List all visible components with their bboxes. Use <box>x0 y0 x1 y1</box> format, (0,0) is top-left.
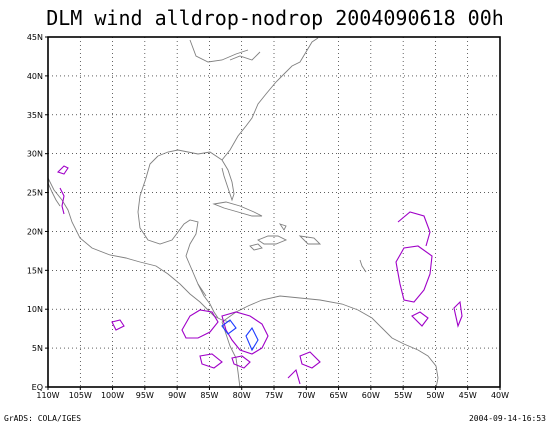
contour-magenta-5 <box>221 311 269 355</box>
lon-tick-label: 70W <box>297 391 315 400</box>
coast-hispaniola <box>257 235 288 245</box>
contour-magenta-12 <box>411 311 429 327</box>
contour-magenta-4 <box>181 309 219 339</box>
contour-blue-1 <box>221 319 237 335</box>
coast-island <box>278 223 287 231</box>
lon-tick-label: 95W <box>136 391 154 400</box>
graticule <box>48 37 500 387</box>
lat-tick-label: 20N <box>27 227 43 236</box>
lon-tick-label: 55W <box>394 391 412 400</box>
footer-grads: GrADS: COLA/IGES <box>4 414 82 423</box>
lon-tick-label: 110W <box>36 391 59 400</box>
contour-magenta-2 <box>59 187 65 215</box>
contour-magenta-1 <box>56 165 69 175</box>
coast-us-east <box>221 37 319 161</box>
lon-tick-label: 105W <box>69 391 92 400</box>
contour-magenta-10 <box>397 211 431 247</box>
coastlines <box>47 37 439 389</box>
coast-south-america <box>221 295 439 389</box>
contour-magenta-11 <box>395 245 433 303</box>
coast-cuba <box>212 201 263 217</box>
coast-pr <box>298 235 322 245</box>
coast-lakes-2 <box>229 51 261 61</box>
map-title: DLM wind alldrop-nodrop 2004090618 00h <box>46 6 504 30</box>
coast-antilles <box>359 259 367 273</box>
lon-tick-label: 40W <box>491 391 509 400</box>
lon-tick-label: 75W <box>265 391 283 400</box>
lat-tick-label: 25N <box>27 189 43 198</box>
lon-tick-label: 45W <box>459 391 477 400</box>
lon-tick-label: 100W <box>101 391 124 400</box>
lat-tick-label: 30N <box>27 150 43 159</box>
contour-magenta-6 <box>199 353 223 369</box>
lon-tick-label: 60W <box>362 391 380 400</box>
contour-magenta-8 <box>299 351 321 369</box>
lat-tick-label: 5N <box>32 344 43 353</box>
coast-baja <box>47 182 61 207</box>
contour-magenta-9 <box>287 368 301 385</box>
coast-jamaica <box>249 243 263 251</box>
lon-tick-label: 90W <box>168 391 186 400</box>
lon-tick-label: 65W <box>330 391 348 400</box>
coast-isthmus <box>197 283 219 319</box>
coast-gulf-west <box>137 155 207 297</box>
lat-tick-label: EQ <box>32 383 43 392</box>
lat-tick-label: 15N <box>27 266 43 275</box>
contour-blue-2 <box>245 326 259 352</box>
lat-tick-label: 35N <box>27 111 43 120</box>
lon-tick-label: 85W <box>200 391 218 400</box>
coast-lakes <box>189 39 249 63</box>
contour-magenta-3 <box>111 319 125 331</box>
axis-labels: 110W 105W 100W 95W 90W 85W 80W 75W 70W 65W 60W 55W 5… <box>27 33 509 400</box>
map-frame <box>45 36 501 390</box>
contour-magenta-7 <box>231 355 251 369</box>
coast-sa-pacific <box>221 321 241 389</box>
contour-magenta-13 <box>453 300 463 328</box>
lat-tick-label: 10N <box>27 305 43 314</box>
lon-tick-label: 50W <box>426 391 444 400</box>
frame-border <box>47 36 501 388</box>
contour-lines <box>56 165 463 385</box>
footer-timestamp: 2004-09-14-16:53 <box>468 414 546 423</box>
coast-us-gulf <box>157 149 235 202</box>
coast-mexico-pacific <box>47 177 231 323</box>
lat-tick-label: 40N <box>27 72 43 81</box>
lon-tick-label: 80W <box>233 391 251 400</box>
lat-tick-label: 45N <box>27 33 43 42</box>
